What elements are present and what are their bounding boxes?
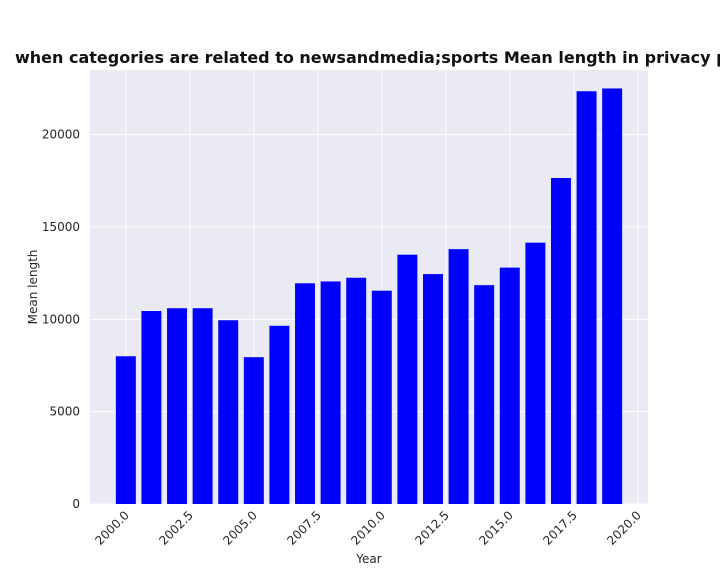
bar-2004	[218, 320, 239, 504]
bar-2015	[499, 267, 520, 504]
x-tick-labels: 2000.0 2002.5 2005.0 2007.5 2010.0 2012.5 2015…	[92, 508, 644, 548]
bar-2002	[167, 308, 188, 504]
bar-2012	[423, 274, 443, 504]
y-tick-label: 5000	[49, 405, 80, 419]
bar-2000	[115, 356, 136, 504]
x-tick-label: 2017.5	[540, 508, 580, 548]
x-tick-label: 2007.5	[284, 508, 324, 548]
bar-2017	[550, 178, 571, 504]
y-tick-label: 20000	[42, 128, 80, 142]
x-tick-label: 2000.0	[92, 508, 132, 548]
x-tick-label: 2002.5	[156, 508, 196, 548]
bars	[115, 88, 623, 505]
bar-2014	[474, 285, 495, 504]
chart-title: when categories are related to newsandme…	[15, 48, 720, 67]
bar-2003	[192, 308, 213, 504]
bar-2010	[371, 290, 392, 504]
x-tick-label: 2012.5	[412, 508, 452, 548]
x-tick-label: 2005.0	[220, 508, 260, 548]
bar-2005	[243, 357, 264, 504]
x-tick-label: 2015.0	[476, 508, 516, 548]
bar-2016	[525, 242, 546, 505]
x-axis-label: Year	[355, 552, 381, 566]
y-tick-label: 0	[72, 497, 80, 511]
y-axis-label: Mean length	[26, 250, 40, 325]
bar-2019	[602, 88, 623, 505]
bar-2008	[320, 281, 341, 504]
bar-2006	[269, 325, 290, 504]
bar-2009	[346, 277, 367, 504]
bar-2007	[295, 283, 315, 504]
y-tick-label: 15000	[42, 220, 80, 234]
bar-2018	[576, 91, 597, 505]
bar-2013	[448, 249, 469, 504]
x-tick-label: 2020.0	[604, 508, 644, 548]
y-tick-label: 10000	[42, 312, 80, 326]
y-tick-labels: 0 5000 10000 15000 20000	[42, 128, 80, 511]
bar-2011	[397, 254, 418, 504]
x-tick-label: 2010.0	[348, 508, 388, 548]
bar-2001	[141, 311, 162, 504]
